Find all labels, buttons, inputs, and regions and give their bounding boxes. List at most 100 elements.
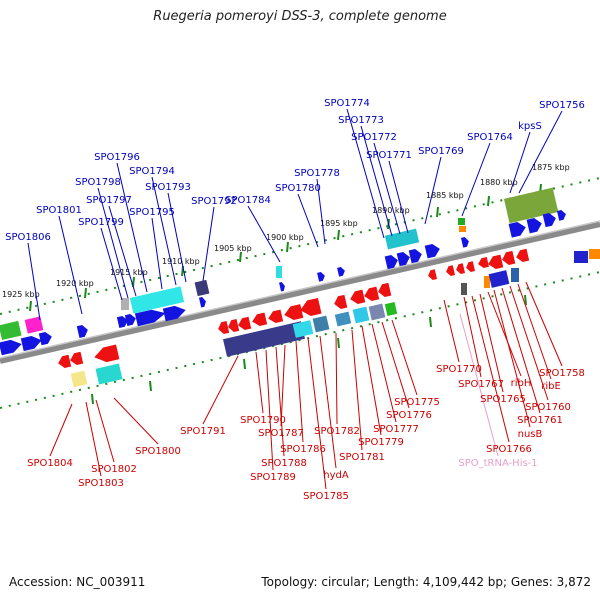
gene-label[interactable]: SPO1796 [94,152,140,163]
gene-label[interactable]: SPO1766 [486,444,532,455]
gene-label[interactable]: SPO1773 [338,115,384,126]
leader-line [471,295,510,443]
gene-arrow [478,257,489,268]
gene-label[interactable]: SPO1780 [275,183,321,194]
gene-arrow [218,321,230,334]
leader-line [151,176,177,286]
gene-label[interactable]: SPO1802 [91,464,137,475]
leader-line [361,325,382,436]
gene-label[interactable]: SPO1787 [258,428,304,439]
gene-label[interactable]: SPO1767 [458,379,504,390]
gene-arrow [268,309,284,324]
gene-arrow [252,312,268,327]
genome-summary-text: Topology: circular; Length: 4,109,442 bp… [261,575,591,589]
forward-track [0,177,600,315]
scale-label: 1880 kbp [480,178,518,187]
gene-arrow [408,249,422,264]
gene-label[interactable]: SPO1800 [135,446,181,457]
leader-line [265,349,274,471]
genome-backbone [0,220,600,364]
gene-label[interactable]: SPO_tRNA-His-1 [458,458,537,469]
gene-label[interactable]: SPO1770 [436,364,482,375]
gene-label[interactable]: SPO1790 [240,415,286,426]
leader-line [151,217,163,290]
gene-label[interactable]: SPO1785 [303,491,349,502]
gene-arrow [350,289,366,304]
gene-label[interactable]: SPO1769 [418,146,464,157]
leader-line [167,192,187,283]
gene-label[interactable]: SPO1764 [467,132,513,143]
gene-label[interactable]: SPO1758 [539,368,585,379]
gene-label[interactable]: SPO1778 [294,168,340,179]
leader-line [95,399,115,463]
gene-label[interactable]: SPO1777 [373,424,419,435]
leader-line [461,142,491,217]
gene-label[interactable]: SPO1803 [78,478,124,489]
gene-label[interactable]: SPO1765 [480,394,526,405]
gene-label[interactable]: SPO1797 [86,195,132,206]
gene-arrow [337,267,345,277]
leader-line [307,337,327,490]
gene-label[interactable]: SPO1795 [129,207,175,218]
leader-line [371,323,397,423]
gene-label[interactable]: kpsS [518,121,542,132]
gene-arrow [162,305,186,322]
reverse-arrows [58,248,530,368]
leader-line [255,351,264,414]
gene-label[interactable]: SPO1761 [517,415,563,426]
gene-label[interactable]: SPO1781 [339,452,385,463]
scale-label: 1900 kbp [266,233,304,242]
gene-label[interactable]: ribE [541,381,561,392]
map-title: Ruegeria pomeroyi DSS-3, complete genome [153,9,447,24]
gene-label[interactable]: SPO1806 [5,232,51,243]
leader-line [27,242,41,321]
gene-arrow [70,351,84,365]
gene-label[interactable]: SPO1772 [351,132,397,143]
gene-label[interactable]: SPO1779 [358,437,404,448]
gene-arrow [556,210,566,221]
gene-label[interactable]: SPO1792 [191,196,237,207]
leader-line [479,293,504,393]
gene-label[interactable]: SPO1776 [386,410,432,421]
gene-arrow [116,316,128,328]
leader-line [58,215,83,315]
gene-label[interactable]: SPO1804 [27,458,73,469]
gene-label[interactable]: SPO1798 [75,177,121,188]
leader-line [509,285,549,401]
leader-line [100,227,123,301]
gene-label[interactable]: SPO1786 [280,444,326,455]
gene-label[interactable]: SPO1782 [314,426,360,437]
leader-line [487,291,522,377]
gene-label[interactable]: SPO1788 [261,458,307,469]
leader-line [373,142,401,235]
gene-label[interactable]: SPO1793 [145,182,191,193]
gene-label[interactable]: SPO1794 [129,166,175,177]
gene-arrow [134,309,166,327]
gene-label[interactable]: nusB [518,429,543,440]
leader-line [525,281,563,367]
gene-label[interactable]: SPO1799 [78,217,124,228]
leader-line [280,344,286,427]
leader-line [493,289,531,428]
gene-label[interactable]: SPO1789 [250,472,296,483]
leader-line [319,335,337,469]
gene-arrow [502,250,516,265]
scale-label: 1875 kbp [532,163,570,172]
gene-label[interactable]: SPO1775 [394,397,440,408]
gene-arrow [279,282,285,292]
leader-line [335,332,338,425]
gene-label[interactable]: SPO1756 [539,100,585,111]
gene-arrow [460,237,469,248]
gene-arrow [284,304,304,321]
gene-label[interactable]: ribH [511,378,532,389]
gene-label[interactable]: SPO1771 [366,150,412,161]
gene-label[interactable]: SPO1801 [36,205,82,216]
leader-line [108,205,137,297]
gene-label[interactable]: hydA [323,470,349,481]
gene-label[interactable]: SPO1774 [324,98,370,109]
gene-label[interactable]: SPO1791 [180,426,226,437]
gene-label[interactable]: SPO1784 [225,195,271,206]
gene-label[interactable]: SPO1760 [525,402,571,413]
gene-arrow [516,248,530,262]
